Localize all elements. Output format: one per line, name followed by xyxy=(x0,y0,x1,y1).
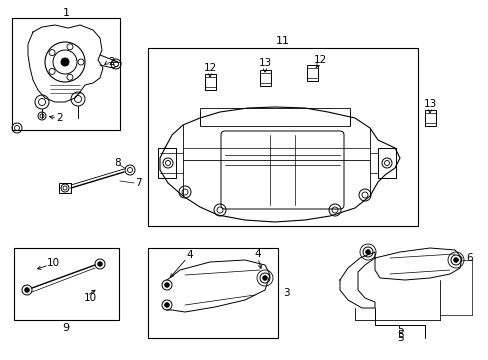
Text: 4: 4 xyxy=(254,249,261,259)
Text: 2: 2 xyxy=(57,113,63,123)
Text: 8: 8 xyxy=(115,158,121,168)
Text: 10: 10 xyxy=(83,293,96,303)
Bar xyxy=(200,108,349,126)
Circle shape xyxy=(98,262,102,266)
FancyBboxPatch shape xyxy=(221,131,343,209)
Text: 1: 1 xyxy=(62,8,69,18)
Circle shape xyxy=(453,258,457,262)
Text: 11: 11 xyxy=(275,36,289,46)
Text: 12: 12 xyxy=(203,63,216,73)
Text: 4: 4 xyxy=(186,250,193,260)
Circle shape xyxy=(164,283,169,287)
Circle shape xyxy=(25,288,29,292)
Text: 10: 10 xyxy=(46,258,60,268)
Text: 6: 6 xyxy=(465,253,472,263)
Bar xyxy=(14,248,119,320)
Bar xyxy=(148,248,278,338)
Bar xyxy=(12,18,120,130)
Text: 5: 5 xyxy=(396,330,403,340)
Circle shape xyxy=(164,303,169,307)
Bar xyxy=(377,148,395,178)
Bar xyxy=(204,74,215,90)
Circle shape xyxy=(61,58,69,66)
Bar xyxy=(59,183,71,193)
Text: 5: 5 xyxy=(396,333,403,343)
Bar xyxy=(306,65,317,81)
Bar xyxy=(424,110,435,126)
Circle shape xyxy=(365,250,369,254)
Text: 3: 3 xyxy=(283,288,289,298)
Text: 5: 5 xyxy=(396,325,403,335)
Bar xyxy=(148,48,417,226)
Text: 13: 13 xyxy=(423,99,436,109)
Text: 2: 2 xyxy=(108,57,115,67)
Text: 12: 12 xyxy=(313,55,326,65)
Text: 7: 7 xyxy=(134,178,141,188)
Circle shape xyxy=(262,276,267,280)
Bar xyxy=(158,148,176,178)
Text: 13: 13 xyxy=(258,58,271,68)
Text: 9: 9 xyxy=(62,323,69,333)
Bar xyxy=(259,70,270,86)
